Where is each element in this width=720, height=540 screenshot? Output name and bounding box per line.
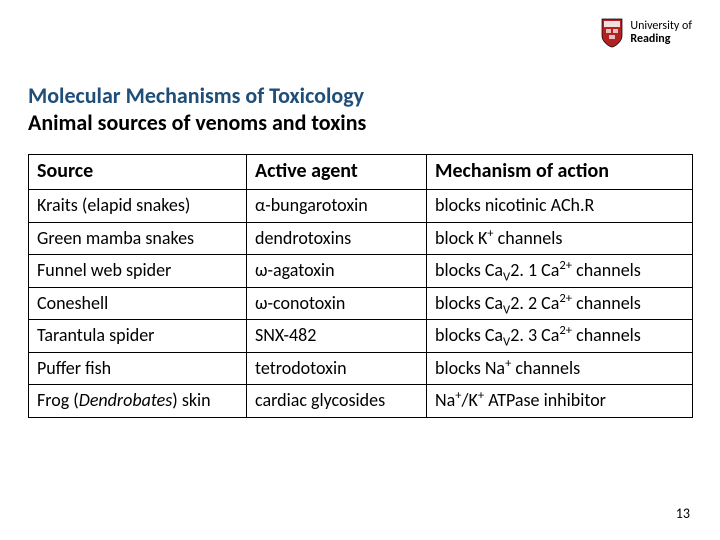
cell-agent: ω-conotoxin [247,287,427,320]
cell-mechanism: block K+ channels [427,222,693,255]
table-row: Green mamba snakesdendrotoxinsblock K+ c… [29,222,693,255]
table-row: Kraits (elapid snakes)α-bungarotoxinbloc… [29,190,693,223]
cell-source: Tarantula spider [29,320,247,353]
table-row: Coneshellω-conotoxinblocks CaV2. 2 Ca2+ … [29,287,693,320]
cell-source: Funnel web spider [29,255,247,288]
col-header-agent: Active agent [247,155,427,190]
logo-line2: Reading [630,33,692,46]
cell-source: Green mamba snakes [29,222,247,255]
table-header-row: Source Active agent Mechanism of action [29,155,693,190]
table-body: Kraits (elapid snakes)α-bungarotoxinbloc… [29,190,693,418]
cell-agent: tetrodotoxin [247,352,427,385]
cell-source: Coneshell [29,287,247,320]
cell-mechanism: blocks Na+ channels [427,352,693,385]
cell-source: Kraits (elapid snakes) [29,190,247,223]
col-header-source: Source [29,155,247,190]
title-line2: Animal sources of venoms and toxins [28,109,366,136]
table-row: Puffer fishtetrodotoxinblocks Na+ channe… [29,352,693,385]
table-row: Tarantula spiderSNX-482blocks CaV2. 3 Ca… [29,320,693,353]
cell-agent: dendrotoxins [247,222,427,255]
cell-mechanism: Na+/K+ ATPase inhibitor [427,385,693,418]
cell-mechanism: blocks CaV2. 1 Ca2+ channels [427,255,693,288]
cell-agent: cardiac glycosides [247,385,427,418]
col-header-mechanism: Mechanism of action [427,155,693,190]
title-line1: Molecular Mechanisms of Toxicology [28,82,366,109]
cell-mechanism: blocks CaV2. 3 Ca2+ channels [427,320,693,353]
shield-icon [600,18,624,48]
cell-agent: α-bungarotoxin [247,190,427,223]
toxin-table: Source Active agent Mechanism of action … [28,154,693,418]
table-row: Frog (Dendrobates) skincardiac glycoside… [29,385,693,418]
cell-mechanism: blocks CaV2. 2 Ca2+ channels [427,287,693,320]
cell-source: Frog (Dendrobates) skin [29,385,247,418]
cell-agent: SNX-482 [247,320,427,353]
cell-mechanism: blocks nicotinic ACh.R [427,190,693,223]
table-row: Funnel web spiderω-agatoxinblocks CaV2. … [29,255,693,288]
university-logo: University of Reading [600,18,692,48]
logo-text: University of Reading [630,20,692,45]
cell-source: Puffer fish [29,352,247,385]
page-number: 13 [676,505,690,522]
cell-agent: ω-agatoxin [247,255,427,288]
slide-titles: Molecular Mechanisms of Toxicology Anima… [28,82,366,136]
